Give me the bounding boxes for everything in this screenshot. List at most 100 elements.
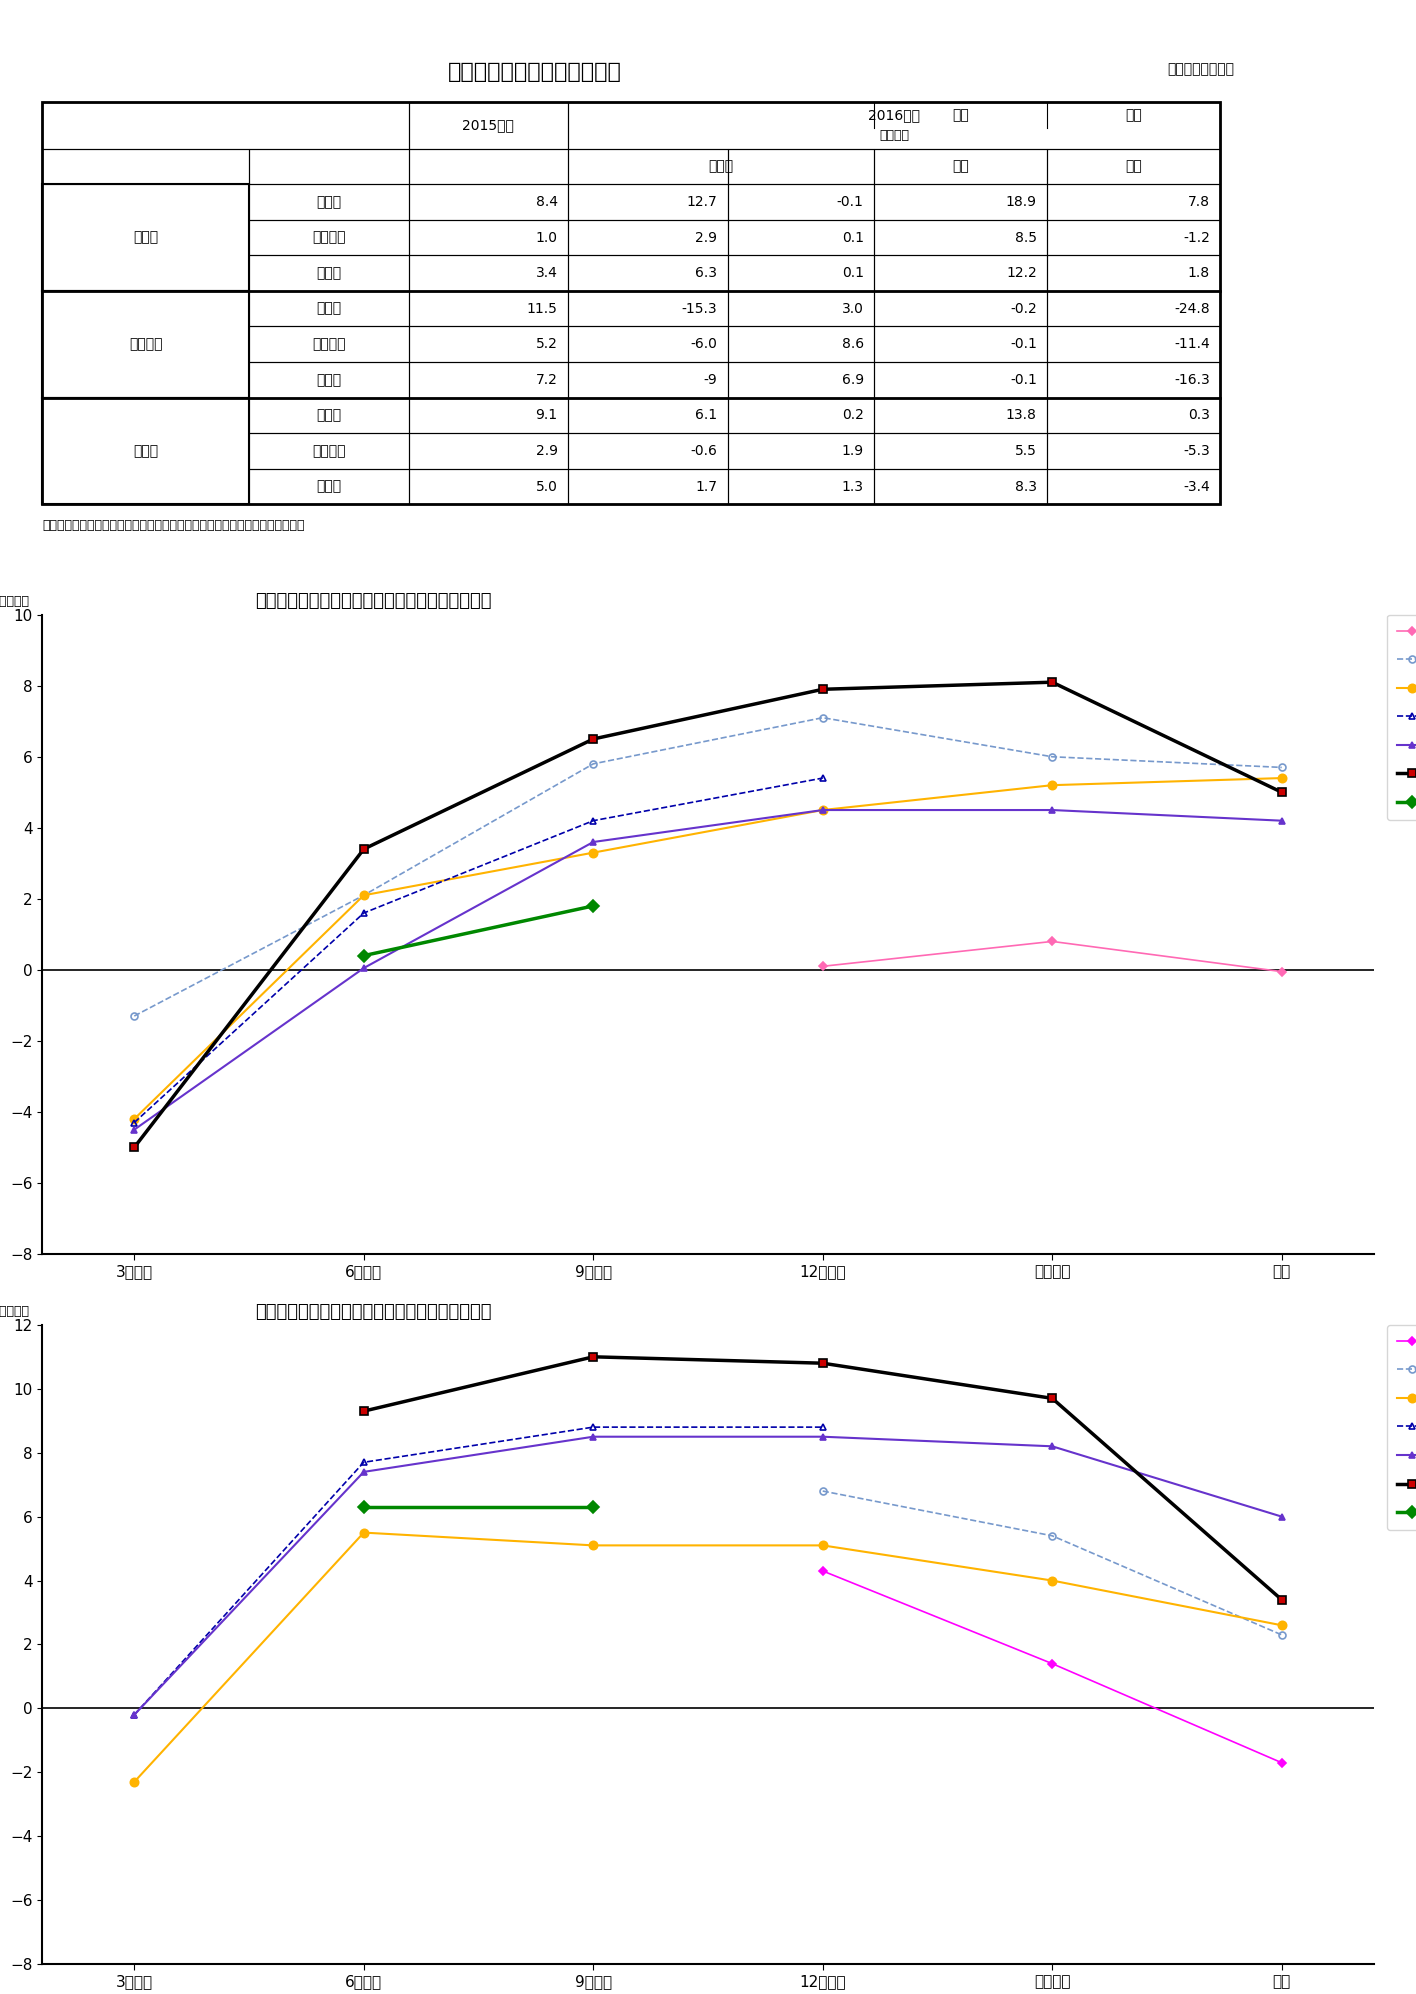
Text: 12.2: 12.2 (1005, 265, 1037, 279)
Bar (875, 397, 1048, 433)
Text: 製造業: 製造業 (316, 301, 341, 315)
Text: 5.5: 5.5 (1015, 445, 1037, 459)
13年度 (126, 1107, 143, 1131)
Bar (728, 397, 875, 433)
Bar (42, 291, 249, 397)
Text: 全規模: 全規模 (133, 445, 159, 459)
Text: 上期: 上期 (953, 160, 970, 173)
Line: 11年度: 11年度 (820, 939, 1284, 975)
Text: 大企業: 大企業 (133, 231, 159, 245)
Text: -0.1: -0.1 (837, 195, 864, 209)
Bar (568, 327, 728, 363)
Text: 非製造業: 非製造業 (312, 445, 346, 459)
Text: 1.3: 1.3 (841, 479, 864, 493)
Bar (42, 397, 249, 504)
13年度 (1044, 774, 1061, 798)
Bar (728, 183, 875, 219)
Text: 8.4: 8.4 (535, 195, 558, 209)
Text: 1.8: 1.8 (1188, 265, 1209, 279)
Text: -0.6: -0.6 (691, 445, 718, 459)
Legend: 11年度, 12年度, 13年度, 14年度(旧), 14年度, 15年度, 16年度: 11年度, 12年度, 13年度, 14年度(旧), 14年度, 15年度, 1… (1386, 1324, 1416, 1529)
Line: 16年度: 16年度 (360, 901, 598, 959)
11年度 (1273, 1751, 1290, 1775)
Bar (568, 397, 728, 433)
Text: 下期: 下期 (1126, 160, 1143, 173)
Line: 16年度: 16年度 (360, 1503, 598, 1511)
Text: （計画）: （計画） (879, 130, 909, 142)
Bar (42, 102, 409, 150)
Bar (875, 363, 1048, 397)
Line: 14年度: 14年度 (130, 1434, 1286, 1719)
Text: 1.9: 1.9 (841, 445, 864, 459)
Bar (409, 433, 568, 469)
13年度 (355, 1521, 372, 1545)
Bar (1048, 363, 1221, 397)
Text: -3.4: -3.4 (1182, 479, 1209, 493)
12年度 (1044, 1523, 1061, 1547)
Text: 6.9: 6.9 (841, 373, 864, 387)
14年度(旧) (585, 1416, 602, 1440)
13年度 (585, 1533, 602, 1557)
Bar (568, 255, 728, 291)
12年度 (814, 1480, 831, 1503)
Bar (249, 255, 408, 291)
Text: -5.3: -5.3 (1182, 445, 1209, 459)
Bar (728, 363, 875, 397)
Bar (568, 433, 728, 469)
Bar (1048, 327, 1221, 363)
Bar (1048, 255, 1221, 291)
Text: 0.3: 0.3 (1188, 409, 1209, 423)
Text: （図表１３）　設備投賄計画（大企業・全産業）: （図表１３） 設備投賄計画（大企業・全産業） (255, 1302, 491, 1320)
Bar (409, 219, 568, 255)
Text: 全産業: 全産業 (316, 479, 341, 493)
Bar (409, 183, 568, 219)
Bar (728, 150, 875, 183)
Text: -24.8: -24.8 (1174, 301, 1209, 315)
14年度 (355, 1460, 372, 1484)
14年度 (355, 955, 372, 979)
Text: 1.7: 1.7 (695, 479, 718, 493)
Text: 8.6: 8.6 (841, 337, 864, 351)
Bar (728, 291, 875, 327)
Bar (249, 433, 408, 469)
Bar (568, 219, 728, 255)
14年度 (126, 1119, 143, 1143)
Text: （対前年比、％）: （対前年比、％） (0, 1306, 30, 1318)
16年度 (585, 1496, 602, 1519)
14年度 (1044, 1434, 1061, 1458)
Text: 非製造業: 非製造業 (312, 231, 346, 245)
Bar (409, 255, 568, 291)
13年度 (814, 1533, 831, 1557)
12年度 (814, 706, 831, 730)
Text: 5.0: 5.0 (535, 479, 558, 493)
16年度 (355, 1496, 372, 1519)
Text: 11.5: 11.5 (527, 301, 558, 315)
Bar (875, 255, 1048, 291)
14年度 (585, 830, 602, 853)
Bar (42, 102, 1221, 504)
12年度 (126, 1005, 143, 1029)
Text: 下期: 下期 (1126, 108, 1143, 122)
Bar (875, 150, 1048, 183)
13年度 (1273, 766, 1290, 790)
Text: -11.4: -11.4 (1174, 337, 1209, 351)
Line: 14年度: 14年度 (130, 806, 1286, 1133)
12年度 (355, 883, 372, 907)
Text: 7.8: 7.8 (1188, 195, 1209, 209)
Text: -9: -9 (704, 373, 718, 387)
Bar (42, 183, 249, 291)
12年度 (585, 752, 602, 776)
Bar (249, 183, 408, 219)
Text: 製造業: 製造業 (316, 409, 341, 423)
Text: 6.3: 6.3 (695, 265, 718, 279)
15年度 (585, 728, 602, 752)
11年度 (1044, 929, 1061, 953)
15年度 (585, 1344, 602, 1368)
14年度(旧) (355, 901, 372, 925)
Bar (249, 327, 408, 363)
Text: （注）含む土地投賄額。修正率は前回調査との対比。リース会計対応ベース。: （注）含む土地投賄額。修正率は前回調査との対比。リース会計対応ベース。 (42, 518, 304, 532)
Bar (875, 291, 1048, 327)
15年度 (355, 837, 372, 861)
Bar (568, 469, 728, 504)
Text: 5.2: 5.2 (535, 337, 558, 351)
